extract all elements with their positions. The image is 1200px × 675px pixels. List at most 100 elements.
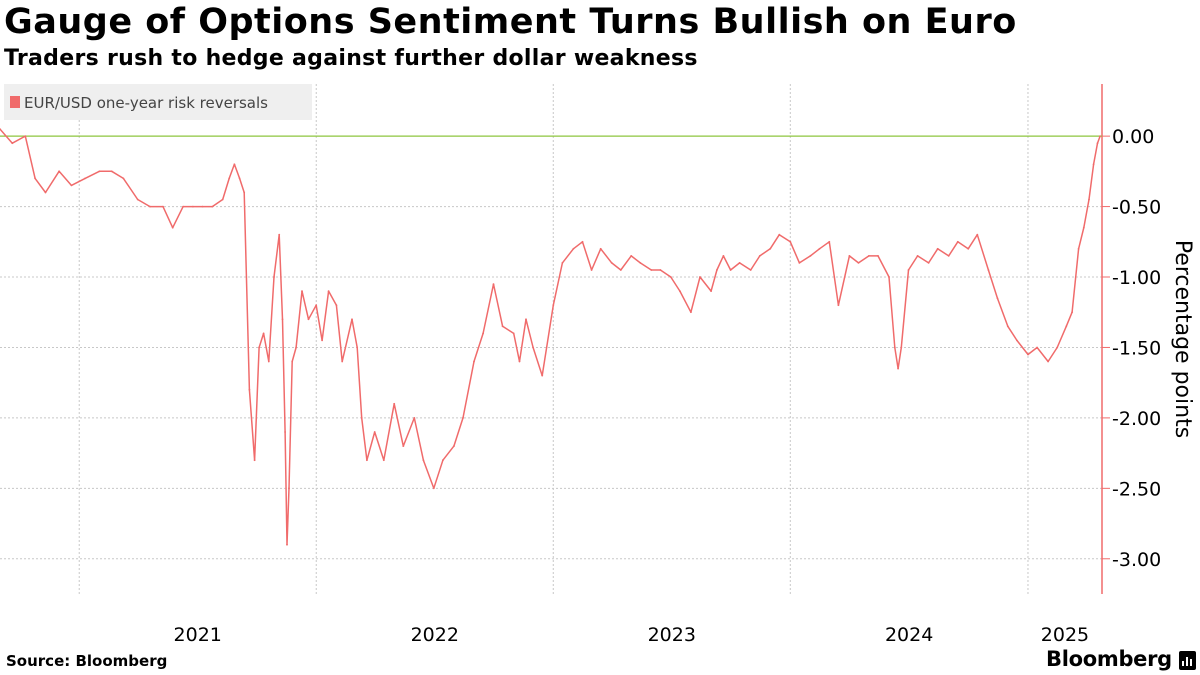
y-tick-label: -2.00 <box>1112 408 1161 430</box>
data-point <box>335 304 338 307</box>
data-point <box>936 247 939 250</box>
y-tick-label: -0.50 <box>1112 197 1161 219</box>
data-point <box>1065 325 1068 328</box>
data-point <box>1099 135 1101 138</box>
source-note: Source: Bloomberg <box>6 652 168 670</box>
data-point <box>284 431 286 433</box>
data-point <box>610 262 613 264</box>
data-point <box>501 325 504 328</box>
data-point <box>413 417 416 419</box>
data-point <box>442 459 444 462</box>
data-point <box>201 205 204 208</box>
data-point <box>315 304 318 307</box>
data-point <box>1071 311 1073 314</box>
data-point <box>1027 353 1029 356</box>
data-point <box>1056 346 1059 349</box>
data-point <box>956 240 959 243</box>
data-point <box>699 276 701 278</box>
data-point <box>149 205 151 208</box>
data-point <box>281 318 284 321</box>
x-tick-label: 2025 <box>1041 624 1089 646</box>
legend-label: EUR/USD one-year risk reversals <box>24 94 268 112</box>
data-point <box>828 240 831 243</box>
data-point <box>301 290 303 292</box>
data-point <box>738 262 741 264</box>
data-point <box>789 240 792 243</box>
data-point <box>288 487 290 490</box>
data-point <box>1036 346 1038 349</box>
data-point <box>552 304 555 307</box>
data-point <box>639 262 642 264</box>
chart-icon <box>1179 651 1196 670</box>
data-point <box>630 255 633 257</box>
data-point <box>327 290 330 292</box>
data-point <box>482 332 484 335</box>
data-point <box>238 177 241 180</box>
data-point <box>211 205 214 208</box>
data-point <box>248 388 251 391</box>
data-point <box>432 487 435 490</box>
data-point <box>228 177 231 180</box>
data-point <box>619 269 622 271</box>
data-point <box>868 255 870 257</box>
data-point <box>262 332 265 335</box>
data-point <box>321 339 323 342</box>
data-point <box>690 311 692 314</box>
data-point <box>473 360 475 363</box>
data-point <box>171 226 174 229</box>
data-point <box>402 445 405 447</box>
data-point <box>258 346 260 349</box>
chart-title: Gauge of Options Sentiment Turns Bullish… <box>4 2 1017 42</box>
data-point <box>857 262 860 264</box>
data-point <box>382 459 385 462</box>
data-point <box>1047 360 1049 363</box>
y-tick-label: -1.50 <box>1112 337 1161 359</box>
x-tick-label: 2024 <box>885 624 933 646</box>
y-tick-label: -3.00 <box>1112 549 1161 571</box>
data-point <box>818 247 821 250</box>
data-point <box>462 417 464 419</box>
x-tick-label: 2021 <box>174 624 222 646</box>
data-point <box>907 269 910 271</box>
data-point <box>98 170 101 173</box>
data-point <box>532 346 534 349</box>
data-point <box>590 269 593 271</box>
data-point <box>182 205 185 208</box>
data-point <box>136 198 139 201</box>
data-point <box>947 255 950 257</box>
data-point <box>967 247 970 250</box>
data-point <box>221 198 224 201</box>
series-line <box>0 128 1101 546</box>
data-point <box>393 402 396 405</box>
x-tick-label: 2022 <box>411 624 459 646</box>
data-point <box>1088 198 1090 201</box>
data-point <box>900 346 903 349</box>
data-point <box>291 360 294 363</box>
data-point <box>877 255 879 257</box>
data-point <box>24 135 27 138</box>
data-point <box>669 276 672 278</box>
data-point <box>373 431 376 433</box>
data-point <box>716 269 718 271</box>
data-point <box>722 255 725 257</box>
y-tick-label: 0.00 <box>1112 126 1154 148</box>
data-point <box>525 318 527 321</box>
data-point <box>916 255 919 257</box>
data-point <box>492 283 495 285</box>
data-point <box>278 233 281 236</box>
data-point <box>758 255 761 257</box>
data-point <box>659 269 662 271</box>
data-point <box>897 367 899 370</box>
data-point <box>295 346 297 349</box>
legend-swatch <box>10 96 20 108</box>
data-point <box>360 417 363 419</box>
legend-box <box>4 84 312 120</box>
data-point <box>110 170 113 173</box>
data-point <box>1096 142 1099 145</box>
data-point <box>1016 339 1018 342</box>
data-point <box>58 170 60 173</box>
data-point <box>729 269 732 271</box>
data-point <box>541 374 544 377</box>
data-point <box>581 240 584 243</box>
